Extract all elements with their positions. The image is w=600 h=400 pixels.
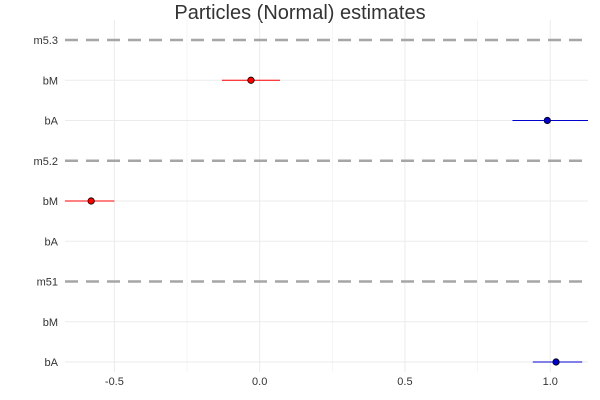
x-tick-label: -0.5 (105, 376, 124, 388)
y-tick-label: bM (43, 75, 58, 87)
estimate-point (247, 76, 255, 84)
y-tick-label: bM (43, 196, 58, 208)
y-tick-label: bM (43, 317, 58, 329)
chart-title: Particles (Normal) estimates (174, 2, 426, 24)
estimate-point (552, 358, 560, 366)
x-tick-label: 0.5 (397, 376, 412, 388)
y-tick-label: bA (45, 357, 59, 369)
x-tick-label: 0.0 (252, 376, 267, 388)
estimate-point (87, 197, 95, 205)
y-tick-label: bA (45, 116, 59, 128)
y-tick-label: bA (45, 236, 59, 248)
estimate-point (543, 116, 551, 125)
y-tick-label: m5.3 (34, 35, 58, 47)
y-tick-label: m5.2 (34, 156, 58, 168)
x-tick-label: 1.0 (543, 376, 558, 388)
y-tick-label: m51 (37, 277, 58, 289)
